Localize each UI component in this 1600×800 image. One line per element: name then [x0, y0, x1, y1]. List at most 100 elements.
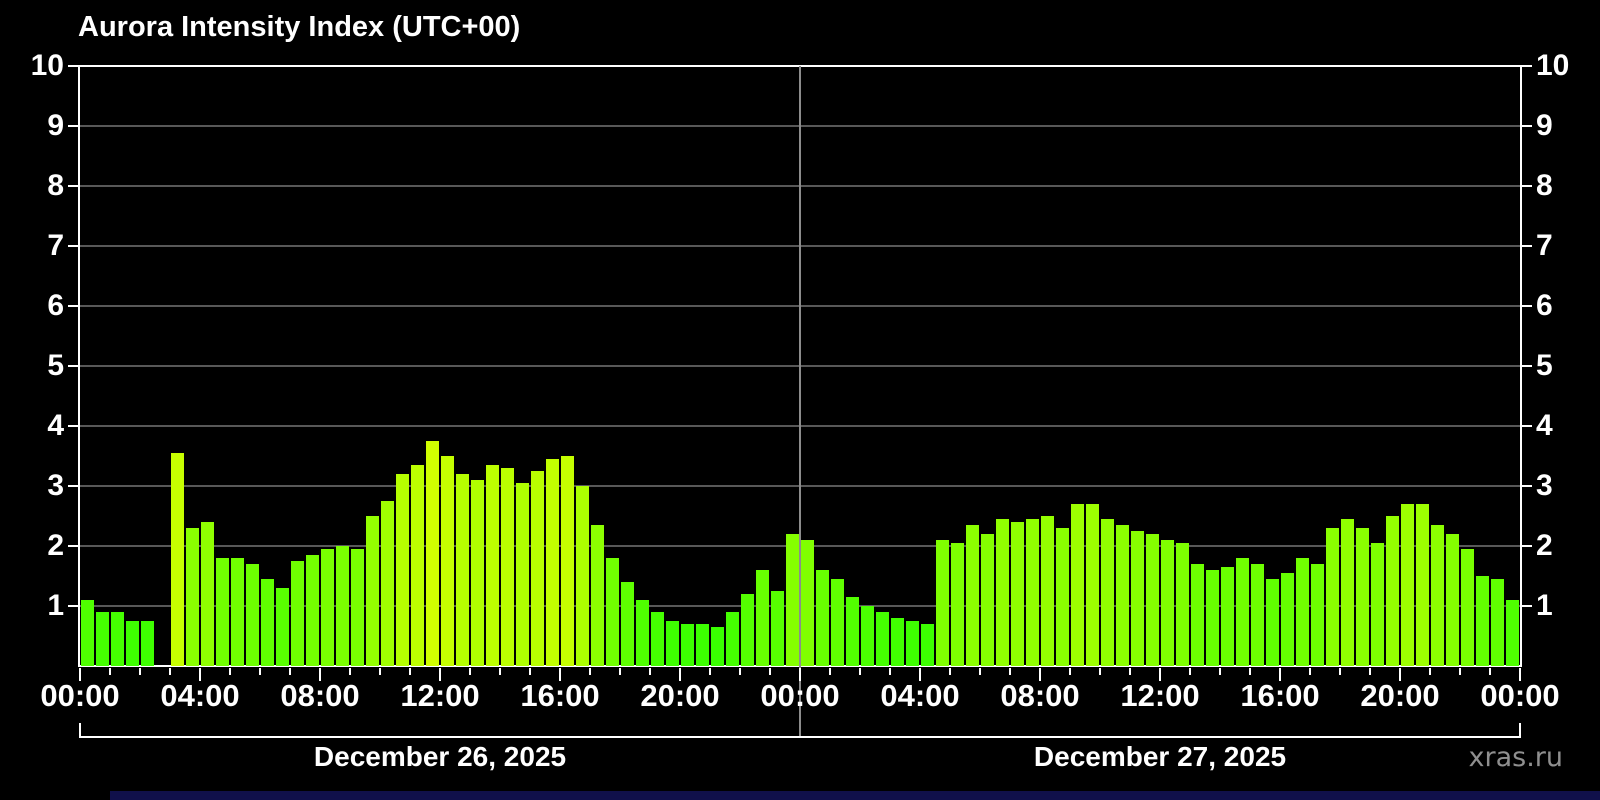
bar	[276, 588, 289, 666]
bar	[1491, 579, 1504, 666]
bar	[186, 528, 199, 666]
y-tick-right-5	[1522, 365, 1532, 367]
bar	[921, 624, 934, 666]
bar	[1266, 579, 1279, 666]
date-bracket-line	[79, 736, 1521, 738]
bar	[1236, 558, 1249, 666]
bar	[1176, 543, 1189, 666]
x-tick-hour-19	[649, 668, 651, 675]
x-tick-hour-46	[1459, 668, 1461, 675]
bar	[381, 501, 394, 666]
y-tick-right-6	[1522, 305, 1532, 307]
day-divider-line	[799, 66, 801, 738]
bar	[1446, 534, 1459, 666]
x-tick-hour-26	[859, 668, 861, 675]
bar	[681, 624, 694, 666]
bar	[741, 594, 754, 666]
x-tick-hour-36	[1159, 668, 1161, 681]
chart-title: Aurora Intensity Index (UTC+00)	[78, 11, 521, 43]
y-tick-left-6	[68, 305, 78, 307]
y-tick-left-4	[68, 425, 78, 427]
bar	[1161, 540, 1174, 666]
y-label-left-7: 7	[47, 229, 64, 262]
x-tick-hour-15	[529, 668, 531, 675]
bar	[816, 570, 829, 666]
bar	[651, 612, 664, 666]
x-tick-hour-22	[739, 668, 741, 675]
bar	[1386, 516, 1399, 666]
bottom-blue-strip	[110, 791, 1600, 800]
y-label-left-8: 8	[47, 169, 64, 202]
bar	[1281, 573, 1294, 666]
x-label-4: 16:00	[520, 678, 600, 713]
bar	[756, 570, 769, 666]
bar	[801, 540, 814, 666]
bar	[591, 525, 604, 666]
x-tick-hour-44	[1399, 668, 1401, 681]
x-tick-hour-23	[769, 668, 771, 675]
y-label-left-9: 9	[47, 109, 64, 142]
x-tick-hour-40	[1279, 668, 1281, 681]
bar	[1206, 570, 1219, 666]
bar	[201, 522, 214, 666]
y-label-right-1: 1	[1536, 589, 1553, 622]
bar	[606, 558, 619, 666]
bar	[456, 474, 469, 666]
bar	[1476, 576, 1489, 666]
y-label-right-5: 5	[1536, 349, 1553, 382]
x-tick-hour-18	[619, 668, 621, 675]
bar	[441, 456, 454, 666]
y-tick-right-2	[1522, 545, 1532, 547]
bar	[726, 612, 739, 666]
bar	[1026, 519, 1039, 666]
bar	[126, 621, 139, 666]
x-label-9: 12:00	[1120, 678, 1200, 713]
bar	[111, 612, 124, 666]
bar	[531, 471, 544, 666]
x-tick-hour-24	[799, 668, 801, 681]
x-tick-hour-32	[1039, 668, 1041, 681]
bar	[261, 579, 274, 666]
x-label-3: 12:00	[400, 678, 480, 713]
x-label-1: 04:00	[160, 678, 240, 713]
x-tick-hour-41	[1309, 668, 1311, 675]
x-tick-hour-39	[1249, 668, 1251, 675]
y-label-left-4: 4	[47, 409, 64, 442]
bar	[471, 480, 484, 666]
x-tick-hour-27	[889, 668, 891, 675]
y-tick-left-1	[68, 605, 78, 607]
x-tick-hour-10	[379, 668, 381, 675]
x-tick-hour-9	[349, 668, 351, 675]
x-label-12: 00:00	[1480, 678, 1560, 713]
bar	[981, 534, 994, 666]
bar	[1101, 519, 1114, 666]
x-label-11: 20:00	[1360, 678, 1440, 713]
bar	[1191, 564, 1204, 666]
x-label-10: 16:00	[1240, 678, 1320, 713]
bar	[966, 525, 979, 666]
y-tick-right-8	[1522, 185, 1532, 187]
x-tick-hour-35	[1129, 668, 1131, 675]
x-tick-hour-5	[229, 668, 231, 675]
bar	[1341, 519, 1354, 666]
y-tick-left-9	[68, 125, 78, 127]
y-label-right-7: 7	[1536, 229, 1553, 262]
y-tick-left-2	[68, 545, 78, 547]
bar	[216, 558, 229, 666]
x-tick-hour-48	[1519, 668, 1521, 681]
bar	[1506, 600, 1519, 666]
x-tick-hour-21	[709, 668, 711, 675]
y-tick-right-9	[1522, 125, 1532, 127]
y-axis-left-line	[78, 65, 80, 667]
bar	[426, 441, 439, 666]
date-bracket-left-tick	[79, 723, 81, 738]
y-tick-left-7	[68, 245, 78, 247]
bar	[1251, 564, 1264, 666]
bar	[771, 591, 784, 666]
bar	[1056, 528, 1069, 666]
x-tick-hour-16	[559, 668, 561, 681]
bar	[891, 618, 904, 666]
x-tick-hour-0	[79, 668, 81, 681]
y-label-right-2: 2	[1536, 529, 1553, 562]
x-tick-hour-8	[319, 668, 321, 681]
